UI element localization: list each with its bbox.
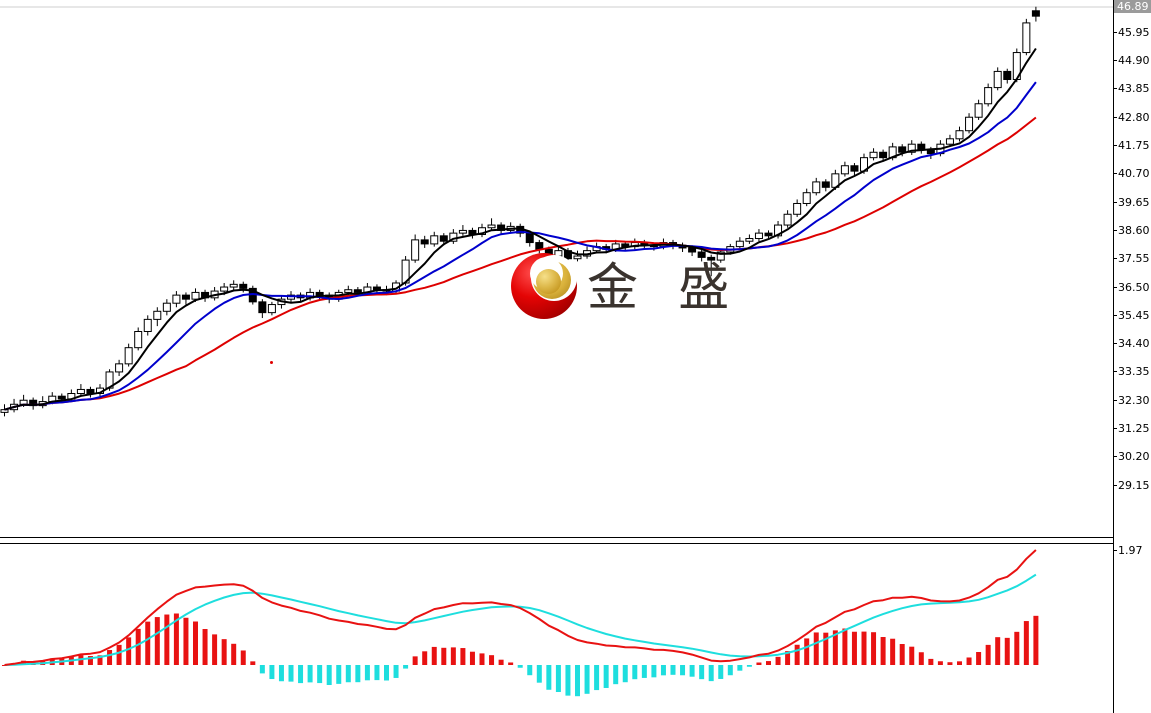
- main-panel-bottom-border: [0, 537, 1113, 538]
- candlestick-canvas[interactable]: [0, 0, 1113, 538]
- tick-dash: [1113, 550, 1117, 551]
- macd-canvas[interactable]: [0, 544, 1113, 713]
- sub-axis-max-label: 1.97: [1118, 544, 1143, 557]
- current-price-tag: 46.89: [1114, 0, 1151, 13]
- sub-panel-top-border: [0, 543, 1113, 544]
- price-axis: 46.89 45.95 44.90 43.85 42.80 41.75 40.70 39.6…: [1113, 0, 1151, 713]
- price-axis-line: [1113, 0, 1114, 713]
- red-dot-marker: [270, 361, 273, 364]
